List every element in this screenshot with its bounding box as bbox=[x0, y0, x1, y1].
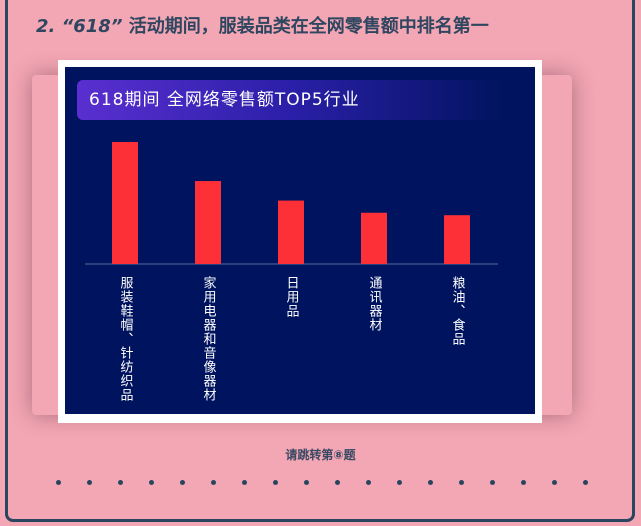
divider-dot bbox=[87, 480, 92, 485]
divider-dot bbox=[366, 480, 371, 485]
divider-dot bbox=[180, 480, 185, 485]
category-label-1: 家用电器和音像器材 bbox=[201, 275, 217, 402]
jump-instruction: 请跳转第⑧题 bbox=[285, 448, 356, 462]
bar-4 bbox=[444, 215, 470, 264]
divider-dot bbox=[149, 480, 154, 485]
divider-dot bbox=[242, 480, 247, 485]
divider-dot bbox=[490, 480, 495, 485]
chart-plot: 618期间 全网络零售额TOP5行业 服装鞋帽、针纺织品 家用电器和音像器材 日用品… bbox=[65, 67, 535, 414]
divider-dot bbox=[583, 480, 588, 485]
question-number: 2. bbox=[36, 16, 56, 37]
question-quote: “618” bbox=[61, 16, 123, 37]
divider-dot bbox=[56, 480, 61, 485]
question-text: 活动期间，服装品类在全网零售额中排名第一 bbox=[128, 16, 489, 37]
divider-dot bbox=[211, 480, 216, 485]
bar-0 bbox=[112, 142, 138, 264]
chart-title: 618期间 全网络零售额TOP5行业 bbox=[77, 80, 507, 120]
divider-dot bbox=[459, 480, 464, 485]
divider-dot bbox=[552, 480, 557, 485]
category-label-0: 服装鞋帽、针纺织品 bbox=[118, 276, 134, 402]
divider-dot bbox=[335, 480, 340, 485]
bar-3 bbox=[361, 212, 387, 264]
bar-1 bbox=[195, 181, 221, 264]
divider-dot bbox=[118, 480, 123, 485]
chart-image: 618期间 全网络零售额TOP5行业 服装鞋帽、针纺织品 家用电器和音像器材 日用品… bbox=[58, 60, 542, 423]
divider-dot bbox=[304, 480, 309, 485]
bar-chart: 服装鞋帽、针纺织品 家用电器和音像器材 日用品 通讯器材 粮油、食品 bbox=[85, 142, 498, 402]
divider-dot bbox=[397, 480, 402, 485]
bar-2 bbox=[278, 200, 304, 264]
divider-dot bbox=[521, 480, 526, 485]
question-heading: 2. “618” 活动期间，服装品类在全网零售额中排名第一 bbox=[36, 12, 489, 38]
category-label-2: 日用品 bbox=[284, 276, 300, 318]
divider-dot bbox=[273, 480, 278, 485]
category-label-4: 粮油、食品 bbox=[450, 276, 466, 346]
divider-dot bbox=[428, 480, 433, 485]
category-label-3: 通讯器材 bbox=[367, 276, 383, 332]
